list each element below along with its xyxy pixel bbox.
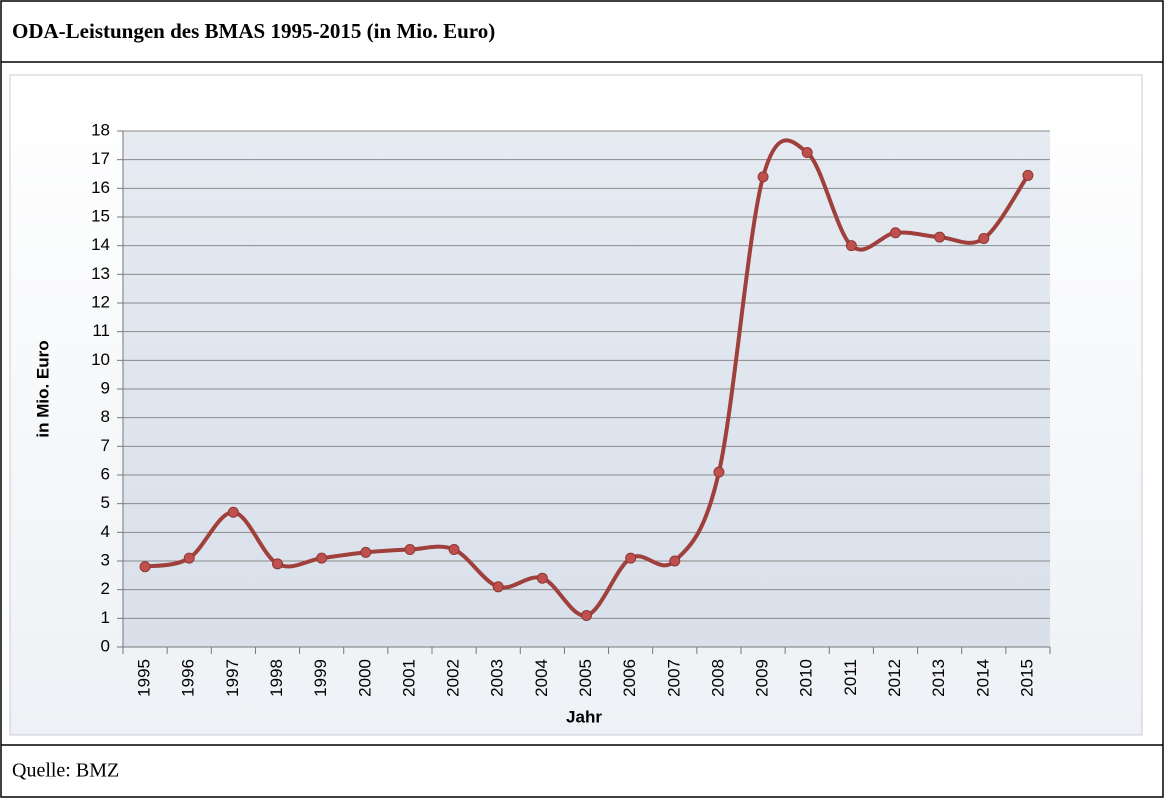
x-tick-label: 2000 — [355, 659, 374, 697]
x-tick-label: 2007 — [664, 659, 683, 697]
marker — [625, 552, 637, 564]
x-tick-label: 2012 — [885, 659, 904, 697]
y-tick-label: 13 — [91, 264, 110, 283]
x-tick-label: 2004 — [532, 659, 551, 697]
y-tick-label: 8 — [101, 407, 110, 426]
y-tick-label: 3 — [101, 550, 110, 569]
y-tick-label: 2 — [101, 579, 110, 598]
marker — [316, 552, 328, 564]
x-tick-label: 2009 — [753, 659, 772, 697]
x-tick-label: 2015 — [1017, 659, 1036, 697]
marker — [404, 544, 416, 556]
x-tick-label: 2010 — [797, 659, 816, 697]
y-tick-label: 7 — [101, 436, 110, 455]
marker — [536, 572, 548, 584]
x-tick-label: 2006 — [620, 659, 639, 697]
marker — [360, 546, 372, 558]
x-tick-label: 1997 — [223, 659, 242, 697]
marker — [227, 506, 239, 518]
x-tick-label: 2008 — [708, 659, 727, 697]
y-tick-label: 11 — [92, 321, 110, 340]
marker — [669, 555, 681, 567]
y-tick-label: 0 — [101, 636, 110, 655]
x-tick-label: 1995 — [135, 659, 154, 697]
y-tick-label: 12 — [91, 292, 110, 311]
y-tick-label: 10 — [91, 350, 110, 369]
x-axis-label: Jahr — [566, 707, 602, 726]
x-tick-label: 2001 — [399, 659, 418, 697]
marker — [845, 240, 857, 252]
y-tick-label: 5 — [101, 493, 110, 512]
x-tick-label: 2014 — [973, 659, 992, 697]
marker — [757, 171, 769, 183]
y-tick-label: 6 — [101, 464, 110, 483]
y-axis-label: in Mio. Euro — [33, 340, 52, 437]
x-tick-label: 2011 — [841, 659, 860, 696]
x-tick-label: 1996 — [179, 659, 198, 697]
x-tick-label: 2002 — [444, 659, 463, 697]
y-tick-label: 9 — [101, 378, 110, 397]
y-tick-label: 4 — [101, 522, 110, 541]
marker — [934, 231, 946, 243]
x-tick-label: 2013 — [929, 659, 948, 697]
marker — [581, 609, 592, 621]
x-tick-label: 1998 — [267, 659, 286, 697]
x-tick-label: 2003 — [488, 659, 507, 697]
marker — [801, 147, 813, 158]
y-tick-label: 15 — [91, 206, 110, 225]
x-tick-label: 2005 — [576, 659, 595, 697]
marker — [492, 581, 504, 593]
y-tick-label: 16 — [91, 178, 110, 197]
line — [144, 138, 1030, 618]
marker — [713, 466, 725, 478]
marker — [448, 544, 460, 556]
x-tick-label: 1999 — [311, 659, 330, 697]
source: Quelle: BMZ — [12, 760, 119, 782]
y-tick-label: 18 — [91, 120, 110, 139]
marker — [139, 561, 151, 573]
chart-title: ODA-Leistungen des BMAS 1995-2015 (in Mi… — [12, 19, 495, 43]
marker — [978, 233, 990, 244]
y-tick-label: 17 — [91, 149, 110, 168]
y-tick-label: 14 — [91, 235, 110, 254]
marker — [183, 552, 195, 564]
marker — [272, 558, 283, 570]
marker — [890, 227, 901, 239]
marker — [1022, 169, 1034, 181]
y-tick-label: 1 — [101, 608, 110, 627]
